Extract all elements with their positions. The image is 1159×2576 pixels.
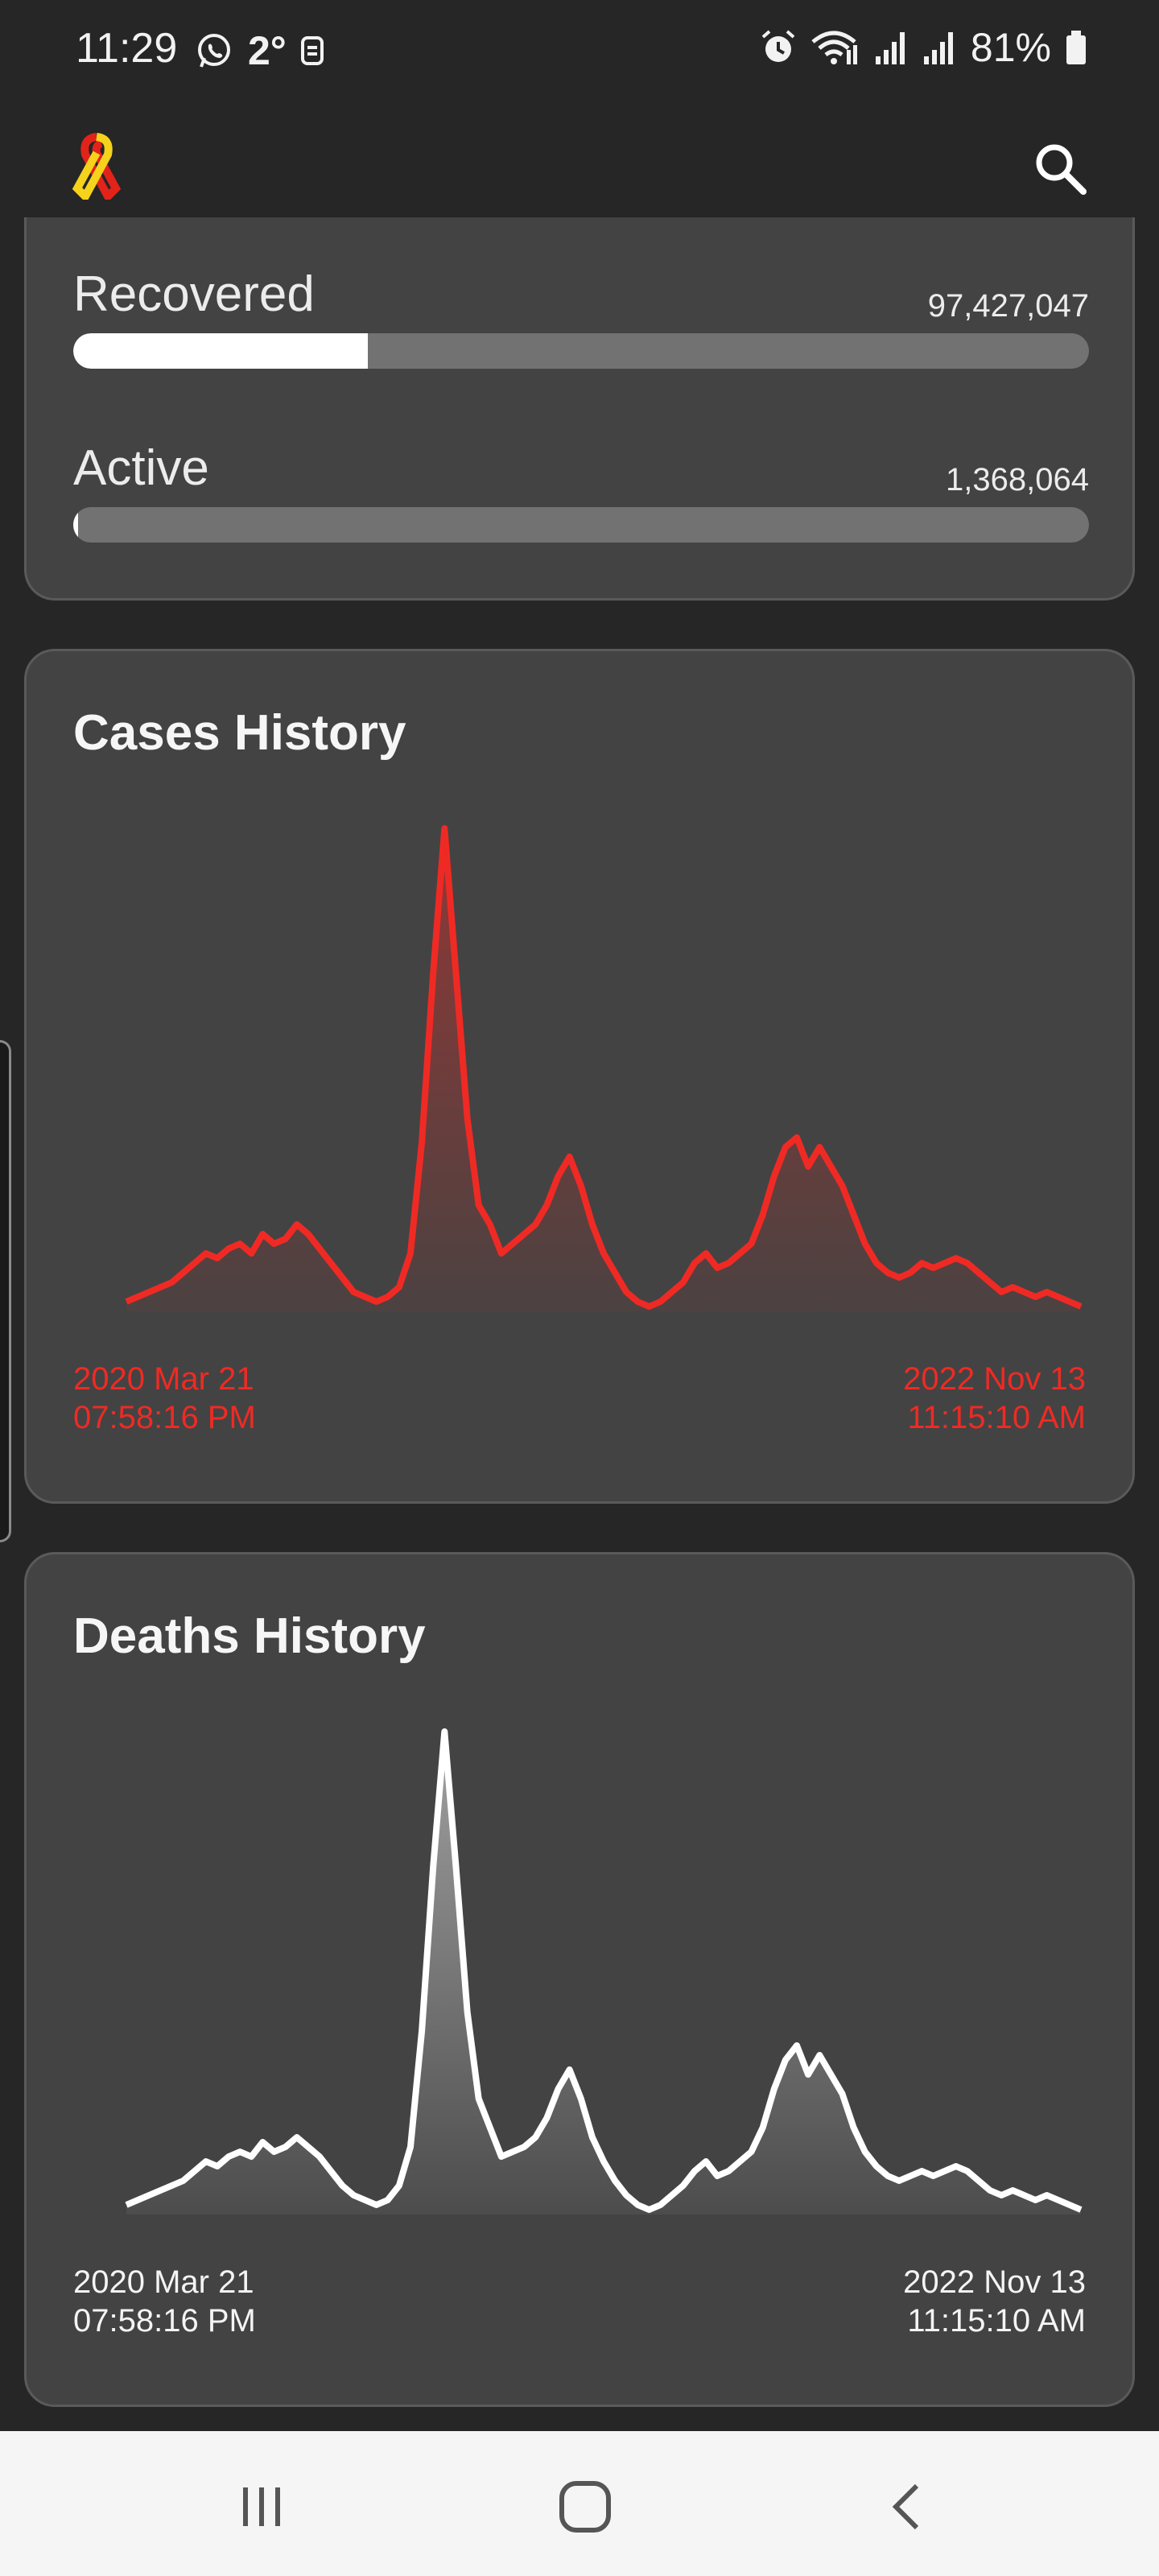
deaths-history-card: Deaths History 2020 Mar 21 07:58:16 PM 2… <box>24 1552 1135 2407</box>
recovered-progress-fill <box>73 333 368 369</box>
status-left-icons: 2° <box>195 27 327 74</box>
deaths-end-date-time: 11:15:10 AM <box>907 2303 1086 2339</box>
back-button[interactable] <box>864 2468 953 2545</box>
cases-end-date: 2022 Nov 13 11:15:10 AM <box>903 1360 1086 1437</box>
navigation-bar <box>0 2431 1159 2576</box>
alarm-icon <box>761 30 795 62</box>
battery-icon <box>1066 31 1086 64</box>
status-temperature: 2° <box>248 28 287 73</box>
deaths-history-chart <box>125 1728 1083 2215</box>
cases-start-date-day: 2020 Mar 21 <box>73 1361 254 1397</box>
recents-icon <box>243 2487 280 2526</box>
recovered-label: Recovered <box>73 266 315 322</box>
edge-panel-handle[interactable] <box>0 1040 11 1542</box>
active-progress-fill <box>73 507 79 543</box>
recents-button[interactable] <box>217 2468 306 2545</box>
cases-end-date-time: 11:15:10 AM <box>907 1400 1086 1435</box>
cases-history-title: Cases History <box>73 705 406 761</box>
cases-start-date: 2020 Mar 21 07:58:16 PM <box>73 1360 256 1437</box>
status-time: 11:29 <box>76 25 178 72</box>
deaths-end-date: 2022 Nov 13 11:15:10 AM <box>903 2263 1086 2340</box>
battery-percent: 81% <box>970 25 1051 70</box>
whatsapp-icon <box>198 34 230 68</box>
active-label: Active <box>73 440 209 496</box>
signal-icon <box>875 32 905 64</box>
deaths-series-line <box>125 1728 1083 2213</box>
back-icon <box>892 2483 919 2530</box>
active-value: 1,368,064 <box>946 462 1089 497</box>
wifi-icon <box>811 31 857 64</box>
cases-series-line <box>125 825 1083 1310</box>
home-icon <box>559 2481 611 2533</box>
cases-start-date-time: 07:58:16 PM <box>73 1400 256 1435</box>
weather-icon <box>300 36 324 65</box>
stats-card: Recovered 97,427,047 Active 1,368,064 <box>24 217 1135 601</box>
deaths-start-date: 2020 Mar 21 07:58:16 PM <box>73 2263 256 2340</box>
deaths-history-title: Deaths History <box>73 1608 426 1664</box>
home-button[interactable] <box>541 2468 629 2545</box>
cases-history-card: Cases History 2020 Mar 21 07:58:16 PM 20… <box>24 649 1135 1504</box>
status-bar: 11:29 2° <box>0 0 1159 97</box>
ribbon-icon <box>72 133 122 200</box>
cases-history-chart <box>125 825 1083 1311</box>
cases-end-date-day: 2022 Nov 13 <box>903 1361 1086 1397</box>
recovered-progress-track <box>73 333 1089 369</box>
search-icon <box>1036 144 1087 195</box>
deaths-start-date-day: 2020 Mar 21 <box>73 2264 254 2300</box>
deaths-series-area <box>126 1732 1081 2215</box>
deaths-end-date-day: 2022 Nov 13 <box>903 2264 1086 2300</box>
signal-icon <box>923 32 953 64</box>
status-right-icons: 81% <box>760 24 1088 71</box>
search-button[interactable] <box>1022 130 1099 208</box>
active-progress-track <box>73 507 1089 543</box>
recovered-value: 97,427,047 <box>927 288 1089 324</box>
deaths-start-date-time: 07:58:16 PM <box>73 2303 256 2339</box>
